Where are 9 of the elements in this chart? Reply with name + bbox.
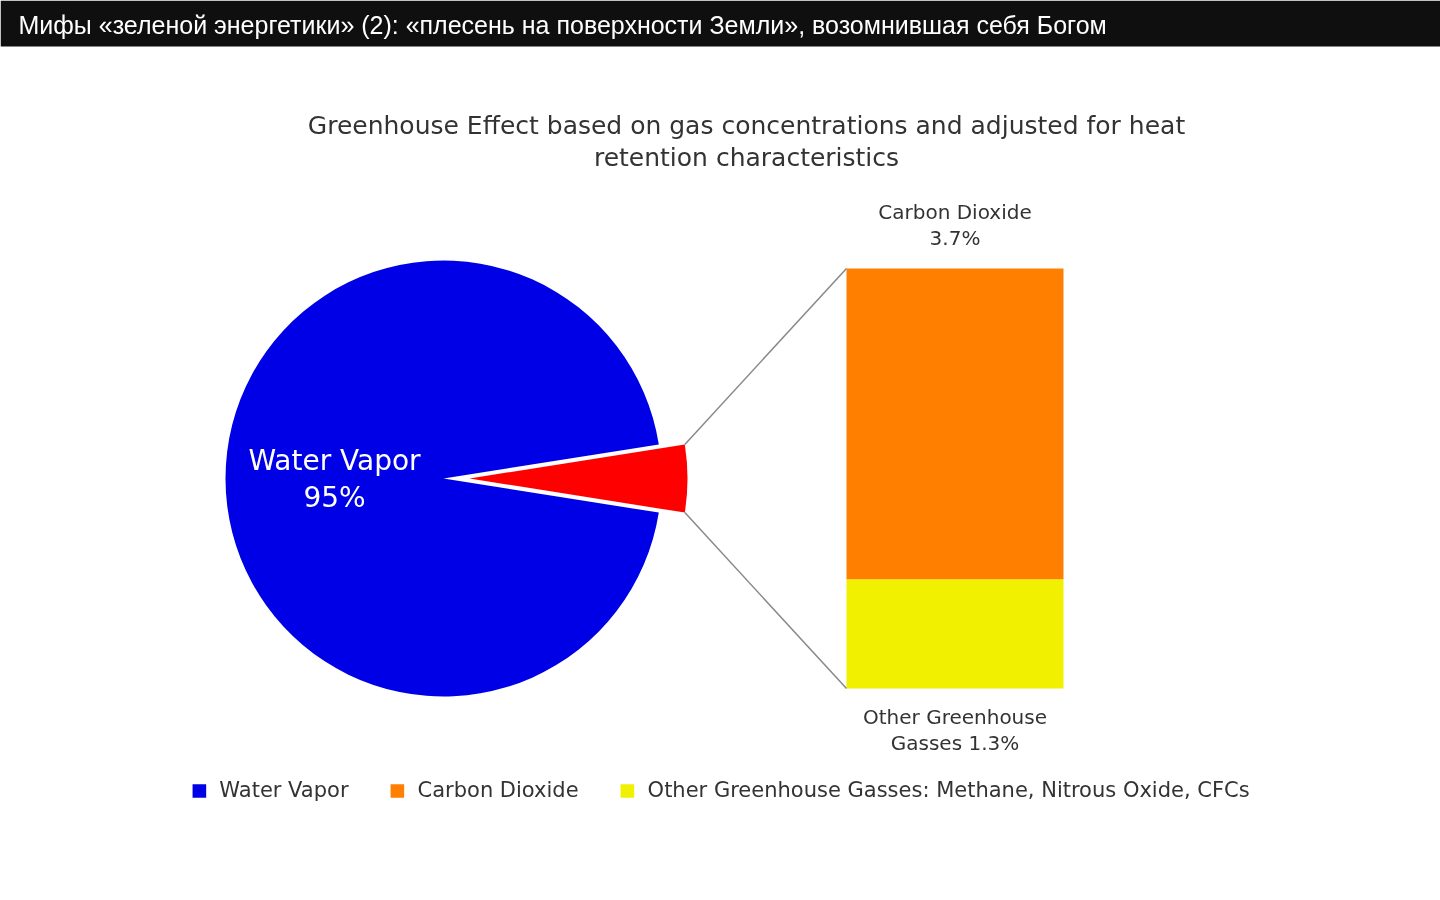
- slice-label: Water Vapor: [248, 443, 422, 477]
- data-label: 95%: [303, 480, 366, 514]
- data-label: Carbon Dioxide 3.7%: [878, 199, 1032, 250]
- text: Мифы «зеленой энергетики» (2): «плесень на поверхности Земли», возомнившая себя Богом: [18, 10, 1107, 39]
- legend-label: Other Greenhouse Gasses: Methane, Nitrous Oxide, CFCs: [647, 778, 1250, 802]
- data-label: Other Greenhouse Gasses 1.3%: [862, 704, 1048, 755]
- legend-label: Carbon Dioxide: [417, 778, 579, 802]
- legend-label: Water Vapor: [219, 778, 349, 802]
- text: Greenhouse Effect based on gas concentrations and adjusted for heat retention characteristics: [307, 111, 1186, 172]
